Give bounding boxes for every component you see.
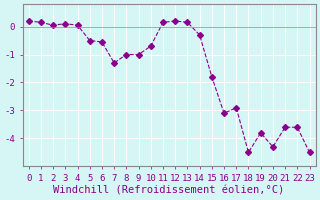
X-axis label: Windchill (Refroidissement éolien,°C): Windchill (Refroidissement éolien,°C) [53, 186, 285, 196]
